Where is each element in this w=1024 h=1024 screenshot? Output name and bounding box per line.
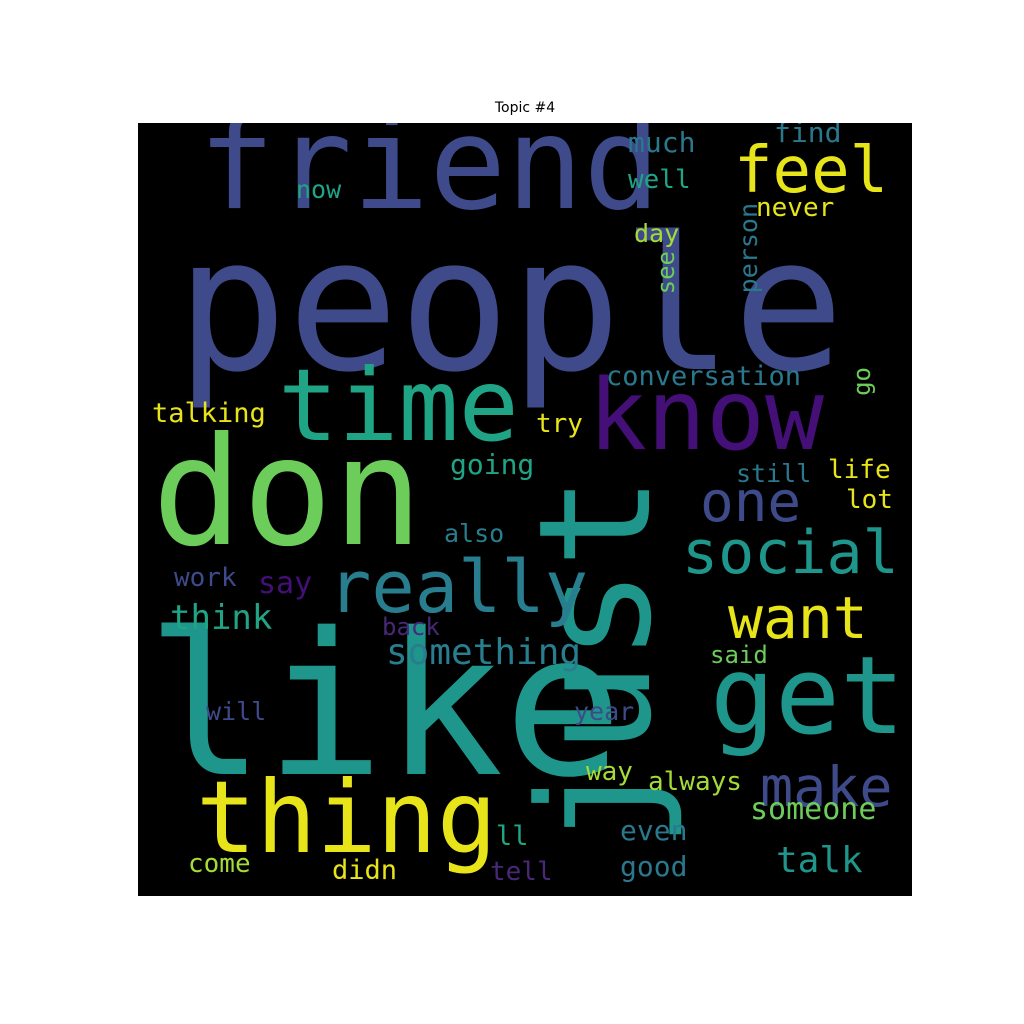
word-never: never: [756, 193, 835, 223]
word-much: much: [628, 126, 696, 159]
word-always: always: [648, 767, 742, 797]
word-try: try: [536, 409, 583, 439]
word-didn: didn: [332, 855, 398, 886]
word-tell: tell: [490, 857, 553, 887]
word-back: back: [382, 613, 440, 641]
word-will: will: [206, 697, 267, 726]
word-make: make: [760, 755, 893, 819]
word-want: want: [728, 584, 868, 652]
word-one: one: [700, 470, 802, 535]
word-work: work: [174, 563, 237, 593]
word-well: well: [628, 165, 691, 195]
word-thing: thing: [196, 759, 498, 876]
word-something: something: [386, 632, 582, 673]
word-ll: ll: [496, 821, 529, 852]
word-said: said: [710, 641, 768, 669]
word-think: think: [170, 598, 273, 638]
chart-title: Topic #4: [494, 100, 556, 116]
word-also: also: [444, 519, 505, 548]
word-see: see: [652, 251, 680, 295]
word-social: social: [682, 518, 899, 588]
word-lot: lot: [846, 485, 893, 515]
word-now: now: [296, 175, 342, 204]
word-someone: someone: [750, 792, 877, 827]
word-year: year: [574, 697, 635, 726]
word-friend: friend: [198, 123, 661, 239]
word-conversation: conversation: [606, 361, 802, 392]
word-way: way: [586, 757, 633, 787]
word-life: life: [828, 455, 891, 485]
word-know: know: [588, 359, 825, 473]
word-cloud: people friend like don just time know thing get r…: [138, 123, 912, 896]
word-find: find: [774, 123, 842, 149]
word-good: good: [620, 850, 688, 883]
word-say: say: [258, 566, 313, 601]
word-really: really: [328, 545, 589, 629]
word-talking: talking: [152, 398, 266, 429]
word-going: going: [450, 448, 535, 481]
word-still: still: [736, 459, 812, 488]
word-get: get: [710, 634, 906, 759]
word-even: even: [620, 814, 688, 847]
word-come: come: [188, 849, 251, 879]
word-day: day: [634, 219, 680, 248]
word-go: go: [848, 367, 876, 396]
word-feel: feel: [734, 134, 889, 208]
word-don: don: [152, 406, 423, 580]
word-person: person: [734, 203, 763, 294]
word-time: time: [278, 347, 519, 464]
word-people: people: [176, 197, 845, 413]
word-like: like: [146, 590, 623, 821]
word-talk: talk: [776, 840, 863, 881]
